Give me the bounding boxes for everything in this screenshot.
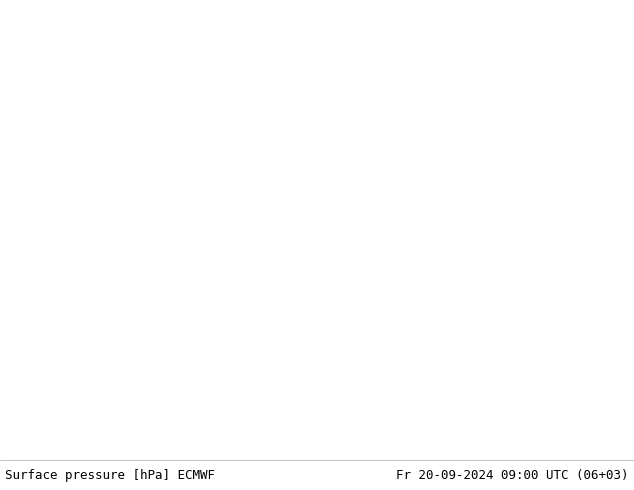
Text: Fr 20-09-2024 09:00 UTC (06+03): Fr 20-09-2024 09:00 UTC (06+03)	[396, 469, 629, 482]
Text: Surface pressure [hPa] ECMWF: Surface pressure [hPa] ECMWF	[5, 469, 215, 482]
